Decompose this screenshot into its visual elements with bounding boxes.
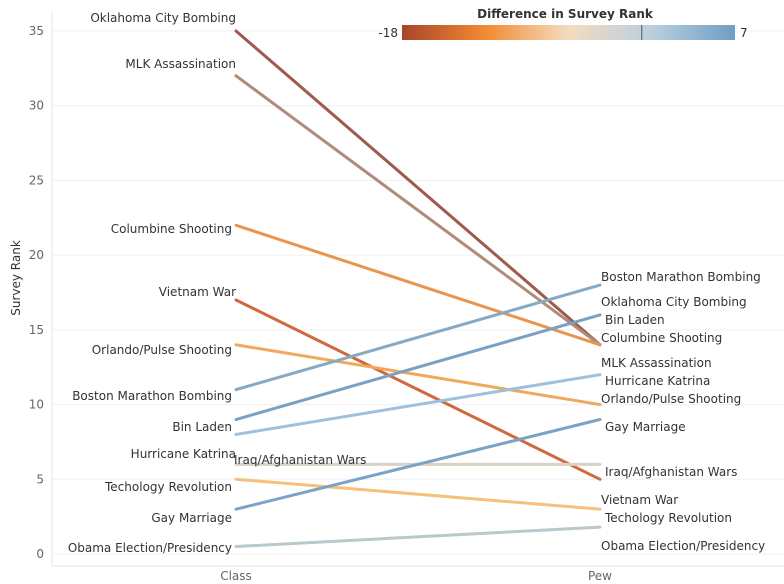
left-series-label: Techology Revolution xyxy=(104,480,232,494)
x-axis-ticks: Class Pew xyxy=(220,569,612,583)
y-tick-label: 20 xyxy=(29,248,44,262)
series-line xyxy=(234,313,602,422)
left-series-label: Hurricane Katrina xyxy=(131,447,236,461)
series-lines xyxy=(234,29,602,549)
series-line xyxy=(234,418,602,511)
left-series-label: Boston Marathon Bombing xyxy=(72,389,232,403)
right-series-label: Oklahoma City Bombing xyxy=(601,295,747,309)
series-line xyxy=(234,74,602,347)
y-tick-label: 5 xyxy=(36,472,44,486)
y-axis-title: Survey Rank xyxy=(9,240,23,316)
y-tick-label: 30 xyxy=(29,99,44,113)
left-series-label: Obama Election/Presidency xyxy=(68,541,232,555)
right-labels: Boston Marathon Bombing Oklahoma City Bom… xyxy=(601,270,765,553)
left-series-label: Orlando/Pulse Shooting xyxy=(92,343,232,357)
right-series-label: Columbine Shooting xyxy=(601,331,722,345)
legend-min-value: -18 xyxy=(378,26,398,40)
right-series-label: Vietnam War xyxy=(601,493,678,507)
y-tick-label: 25 xyxy=(29,173,44,187)
x-tick-label: Pew xyxy=(588,569,612,583)
legend-gradient-bar xyxy=(402,25,735,40)
color-legend: Difference in Survey Rank -18 7 xyxy=(378,7,748,40)
y-tick-label: 0 xyxy=(36,547,44,561)
series-line xyxy=(234,373,602,436)
series-line xyxy=(234,477,602,511)
left-series-label: Oklahoma City Bombing xyxy=(90,11,236,25)
right-series-label: MLK Assassination xyxy=(601,356,712,370)
series-line xyxy=(234,343,602,407)
right-series-label: Orlando/Pulse Shooting xyxy=(601,392,741,406)
left-series-label: MLK Assassination xyxy=(125,57,236,71)
right-series-label: Boston Marathon Bombing xyxy=(601,270,761,284)
left-series-label: Bin Laden xyxy=(172,420,232,434)
right-series-label: Gay Marriage xyxy=(605,420,686,434)
series-line xyxy=(234,525,602,549)
left-series-label: Gay Marriage xyxy=(151,511,232,525)
series-line xyxy=(234,29,602,347)
y-axis-ticks: 0 5 10 15 20 25 30 35 xyxy=(29,24,44,561)
legend-title: Difference in Survey Rank xyxy=(477,7,654,21)
series-line xyxy=(234,223,602,347)
y-tick-label: 35 xyxy=(29,24,44,38)
right-series-label: Obama Election/Presidency xyxy=(601,539,765,553)
left-series-label: Vietnam War xyxy=(159,285,236,299)
y-tick-label: 15 xyxy=(29,323,44,337)
right-series-label: Bin Laden xyxy=(605,313,665,327)
left-series-label: Columbine Shooting xyxy=(111,222,232,236)
right-series-label: Iraq/Afghanistan Wars xyxy=(605,465,737,479)
x-tick-label: Class xyxy=(220,569,252,583)
legend-max-value: 7 xyxy=(740,26,748,40)
left-labels: Oklahoma City Bombing MLK Assassination Co… xyxy=(68,11,367,555)
y-tick-label: 10 xyxy=(29,398,44,412)
right-series-label: Hurricane Katrina xyxy=(605,374,710,388)
series-line xyxy=(234,298,602,481)
right-series-label: Techology Revolution xyxy=(604,511,732,525)
left-series-label: Iraq/Afghanistan Wars xyxy=(234,453,366,467)
series-line xyxy=(234,283,602,392)
